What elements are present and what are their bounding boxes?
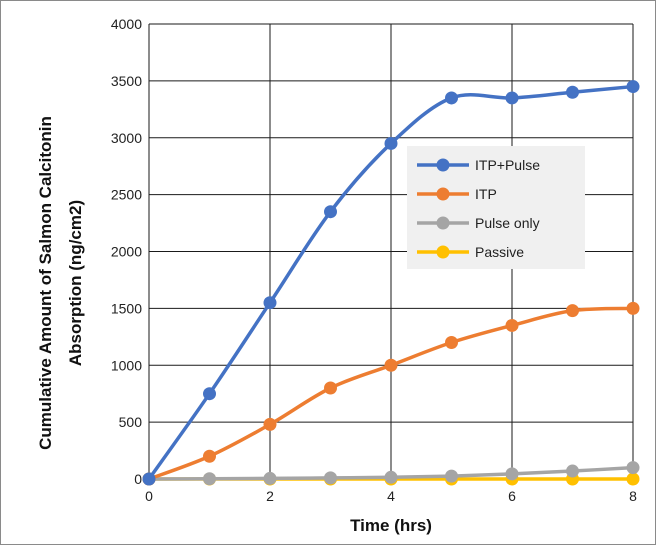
y-tick-label: 2500 <box>111 187 142 203</box>
data-point-itp-pulse <box>626 80 640 94</box>
data-point-pulse-only <box>324 471 337 485</box>
data-point-itp <box>263 417 277 431</box>
x-tick-label: 0 <box>145 488 153 504</box>
legend-label-passive: Passive <box>475 244 524 260</box>
y-tick-label: 1000 <box>111 357 142 373</box>
data-point-itp <box>324 381 337 395</box>
legend-marker-itp-pulse <box>436 158 450 172</box>
y-tick-label: 500 <box>119 414 143 430</box>
data-point-itp <box>566 304 579 318</box>
legend-marker-pulse-only <box>436 216 450 230</box>
data-point-passive <box>626 472 640 486</box>
series-line-itp-pulse <box>147 84 634 481</box>
y-axis-title-line-2: Absorption (ng/cm2) <box>66 200 85 366</box>
data-point-itp-pulse <box>142 472 156 486</box>
data-point-pulse-only <box>566 464 579 478</box>
y-tick-label: 4000 <box>111 16 142 32</box>
x-tick-label: 4 <box>387 488 395 504</box>
legend-label-itp: ITP <box>475 186 497 202</box>
y-tick-label: 1500 <box>111 300 142 316</box>
data-point-itp <box>445 336 458 349</box>
data-point-pulse-only <box>626 461 640 475</box>
x-tick-label: 8 <box>629 488 637 504</box>
legend-marker-passive <box>436 245 450 259</box>
y-tick-label: 3000 <box>111 130 142 146</box>
data-point-itp-pulse <box>324 205 337 219</box>
y-tick-labels: 0 500 1000 1500 2000 2500 3000 3500 4000 <box>111 16 142 487</box>
data-point-pulse-only <box>505 467 519 481</box>
y-tick-label: 0 <box>134 471 142 487</box>
data-point-itp <box>203 449 216 463</box>
legend-label-itp-pulse: ITP+Pulse <box>475 157 540 173</box>
data-point-itp-pulse <box>566 85 579 99</box>
x-tick-labels: 0 2 4 6 8 <box>145 488 637 504</box>
data-point-pulse-only <box>263 471 277 485</box>
legend-marker-itp <box>436 187 450 201</box>
data-point-pulse-only <box>203 472 216 486</box>
y-tick-label: 2000 <box>111 244 142 260</box>
data-point-itp-pulse <box>445 91 458 105</box>
legend-label-pulse-only: Pulse only <box>475 215 540 231</box>
data-point-pulse-only <box>445 469 458 483</box>
x-tick-label: 2 <box>266 488 274 504</box>
data-point-itp <box>626 301 640 315</box>
data-point-pulse-only <box>384 470 398 484</box>
data-point-itp <box>384 358 398 372</box>
data-point-itp-pulse <box>384 136 398 150</box>
x-tick-label: 6 <box>508 488 516 504</box>
legend: ITP+Pulse ITP Pulse only Passive <box>407 146 585 269</box>
y-axis-title-line-1: Cumulative Amount of Salmon Calcitonin <box>36 116 55 450</box>
y-tick-label: 3500 <box>111 73 142 89</box>
data-point-itp-pulse <box>203 387 216 401</box>
data-point-itp-pulse <box>263 296 277 310</box>
data-point-itp <box>505 318 519 332</box>
data-point-itp-pulse <box>505 91 519 105</box>
x-axis-title: Time (hrs) <box>350 516 432 535</box>
series-group <box>142 80 640 486</box>
